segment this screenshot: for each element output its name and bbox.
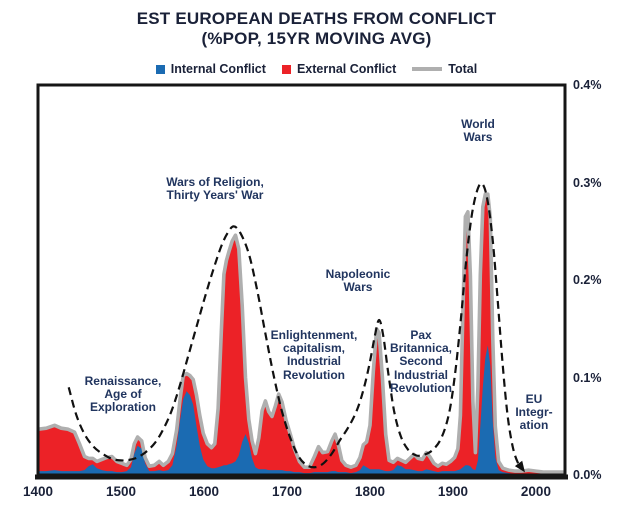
chart-title: EST EUROPEAN DEATHS FROM CONFLICT (%POP,… [0, 9, 633, 49]
chart-title-line-2: (%POP, 15YR MOVING AVG) [201, 29, 432, 49]
y-tick-label: 0.2% [573, 273, 602, 287]
legend-item-external-conflict: External Conflict [281, 62, 397, 76]
x-tick-label: 1700 [271, 484, 302, 499]
annotation-napoleonic-wars: Napoleonic Wars [325, 267, 391, 295]
chart-title-line-1: EST EUROPEAN DEATHS FROM CONFLICT [136, 9, 497, 28]
x-tick-label: 2000 [520, 484, 551, 499]
legend-label-total: Total [448, 62, 478, 76]
annotation-renaissance: Renaissance, Age of Exploration [84, 374, 162, 415]
x-tick-label: 1500 [105, 484, 137, 499]
annotation-world-wars: World Wars [461, 117, 495, 145]
legend: Internal Conflict External Conflict Tota… [0, 62, 633, 76]
annotation-eu-integration: EU Integr- ation [515, 392, 553, 433]
legend-item-internal-conflict: Internal Conflict [155, 62, 266, 76]
x-tick-label: 1400 [22, 484, 54, 499]
trend-arrowhead-icon [514, 460, 525, 473]
annotation-pax-britannica: Pax Britannica, Second Industrial Revolu… [389, 328, 453, 395]
annotation-wars-of-religion: Wars of Religion, Thirty Years' War [166, 175, 264, 203]
y-tick-label: 0.4% [573, 78, 602, 92]
x-tick-label: 1600 [188, 484, 219, 499]
y-tick-label: 0.3% [573, 175, 602, 190]
y-tick-label: 0.1% [573, 370, 602, 385]
annotation-enlightenment: Enlightenment, capitalism, Industrial Re… [270, 328, 358, 382]
internal-conflict-swatch-icon [155, 64, 165, 74]
trend-dashed-curve [67, 182, 524, 470]
y-tick-label: 0.0% [573, 468, 602, 482]
external-conflict-swatch-icon [281, 64, 291, 74]
x-tick-label: 1900 [437, 484, 468, 499]
legend-label-internal: Internal Conflict [170, 62, 266, 76]
legend-item-total: Total [412, 62, 477, 76]
x-tick-label: 1800 [354, 484, 385, 499]
legend-label-external: External Conflict [296, 62, 397, 76]
total-line-swatch-icon [412, 67, 443, 71]
